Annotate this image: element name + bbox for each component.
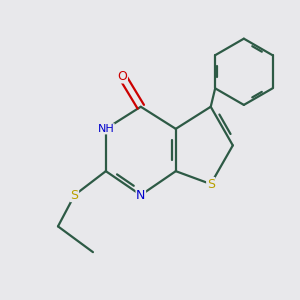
Text: N: N [136, 189, 146, 202]
Text: O: O [118, 70, 127, 83]
Text: S: S [70, 189, 79, 202]
Text: S: S [207, 178, 215, 190]
Text: NH: NH [98, 124, 114, 134]
